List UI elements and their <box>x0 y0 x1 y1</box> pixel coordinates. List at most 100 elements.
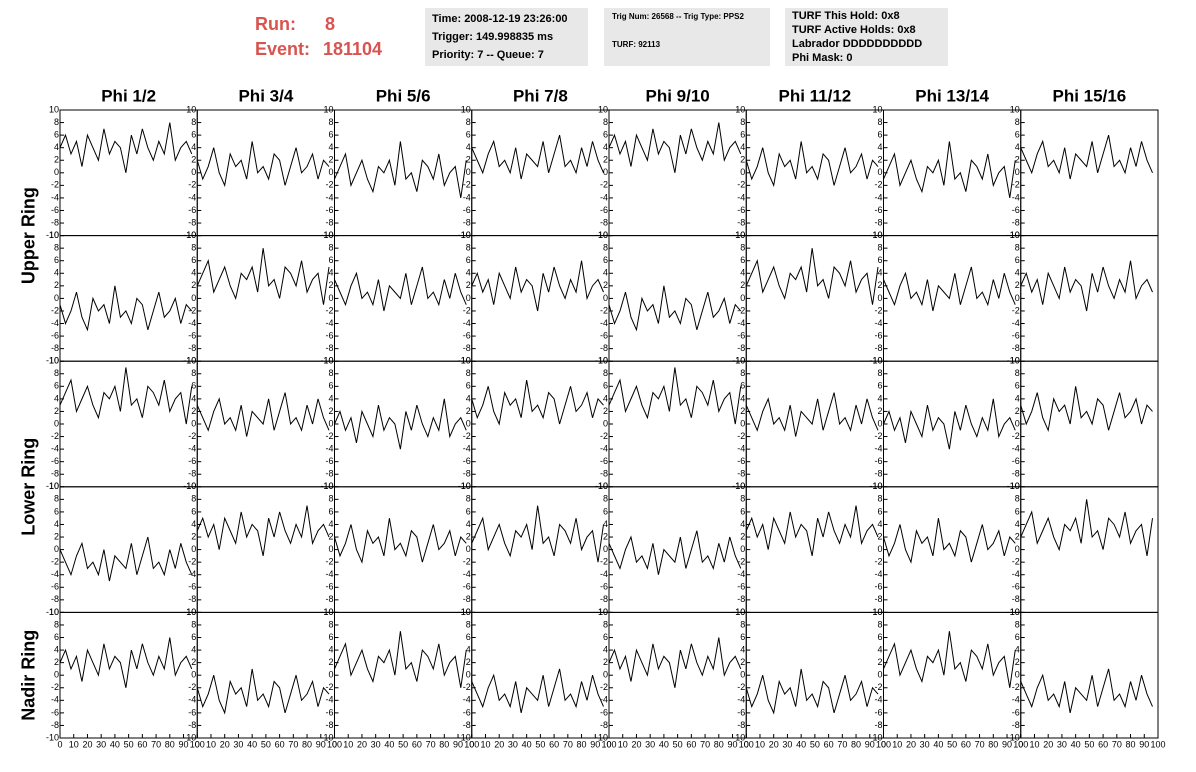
y-tick-label: 4 <box>54 519 59 529</box>
x-tick-label: 0 <box>1018 739 1023 749</box>
y-tick-label: -8 <box>51 343 59 353</box>
panel-frame <box>608 360 747 488</box>
y-tick-label: 8 <box>740 368 745 378</box>
y-tick-label: -4 <box>463 695 471 705</box>
y-tick-label: -10 <box>732 732 745 742</box>
x-tick-label: 0 <box>881 739 886 749</box>
y-tick-label: 10 <box>49 104 59 114</box>
y-tick-label: -8 <box>600 469 608 479</box>
y-tick-label: 6 <box>466 506 471 516</box>
y-tick-label: -2 <box>463 682 471 692</box>
x-tick-label: 60 <box>961 739 971 749</box>
x-tick-label: 40 <box>384 739 394 749</box>
y-tick-label: 2 <box>466 531 471 541</box>
y-tick-label: 8 <box>466 243 471 253</box>
y-tick-label: -6 <box>463 582 471 592</box>
x-tick-label: 100 <box>190 739 205 749</box>
y-tick-label: -2 <box>737 305 745 315</box>
y-tick-label: -4 <box>874 192 882 202</box>
y-tick-label: -4 <box>874 443 882 453</box>
info-line: Priority: 7 -- Queue: 7 <box>432 49 544 61</box>
y-tick-label: -6 <box>188 707 196 717</box>
y-tick-label: -4 <box>874 318 882 328</box>
y-tick-label: -4 <box>600 443 608 453</box>
y-tick-label: -8 <box>874 217 882 227</box>
y-tick-label: 10 <box>186 104 196 114</box>
y-tick-label: 4 <box>191 644 196 654</box>
y-tick-label: 4 <box>740 142 745 152</box>
y-tick-label: -10 <box>320 481 333 491</box>
y-tick-label: 8 <box>1015 368 1020 378</box>
y-tick-label: 8 <box>54 368 59 378</box>
y-tick-label: 2 <box>54 406 59 416</box>
y-tick-label: -6 <box>874 205 882 215</box>
panel-frame <box>883 611 1022 739</box>
y-tick-label: -2 <box>188 180 196 190</box>
waveform <box>196 668 330 715</box>
y-tick-label: -2 <box>737 180 745 190</box>
y-tick-label: 10 <box>872 230 882 240</box>
waveform <box>608 367 742 425</box>
y-tick-label: -10 <box>46 230 59 240</box>
column-title: Phi 11/12 <box>778 86 851 105</box>
y-tick-label: -2 <box>1012 305 1020 315</box>
y-tick-label: 4 <box>328 142 333 152</box>
panel-frame <box>334 109 473 237</box>
y-tick-label: 10 <box>323 481 333 491</box>
waveform <box>471 260 604 312</box>
y-tick-label: 0 <box>877 167 882 177</box>
waveform <box>471 668 604 713</box>
y-tick-label: 6 <box>740 129 745 139</box>
y-tick-label: 10 <box>186 607 196 617</box>
y-tick-label: 0 <box>603 670 608 680</box>
panel-frame <box>608 109 747 237</box>
y-tick-label: -10 <box>458 356 471 366</box>
y-tick-label: -2 <box>1012 431 1020 441</box>
y-tick-label: -2 <box>188 431 196 441</box>
y-tick-label: 10 <box>598 104 608 114</box>
y-tick-label: 2 <box>877 155 882 165</box>
waveform <box>883 631 1016 688</box>
column-title: Phi 13/14 <box>915 86 989 105</box>
y-tick-label: -8 <box>463 343 471 353</box>
y-tick-label: 6 <box>328 255 333 265</box>
y-tick-label: 6 <box>54 381 59 391</box>
y-tick-label: 6 <box>54 255 59 265</box>
y-tick-label: 0 <box>54 544 59 554</box>
y-tick-label: 8 <box>1015 494 1020 504</box>
y-tick-label: -8 <box>463 217 471 227</box>
x-tick-label: 40 <box>659 739 669 749</box>
y-tick-label: 10 <box>323 607 333 617</box>
y-tick-label: 6 <box>328 381 333 391</box>
y-tick-label: -4 <box>325 318 333 328</box>
y-tick-label: 8 <box>1015 243 1020 253</box>
y-tick-label: 0 <box>328 293 333 303</box>
info-box <box>425 8 588 66</box>
y-tick-label: -6 <box>1012 582 1020 592</box>
x-tick-label: 70 <box>426 739 436 749</box>
y-tick-label: 6 <box>1015 255 1020 265</box>
y-tick-label: 6 <box>603 129 608 139</box>
y-tick-label: -6 <box>51 582 59 592</box>
y-tick-label: 2 <box>191 406 196 416</box>
waveform <box>59 536 193 582</box>
waveform <box>883 141 1016 199</box>
y-tick-label: 10 <box>461 481 471 491</box>
info-box <box>604 8 770 66</box>
y-tick-label: 8 <box>877 494 882 504</box>
y-tick-label: 6 <box>740 381 745 391</box>
y-tick-label: -4 <box>51 443 59 453</box>
y-tick-label: -6 <box>874 456 882 466</box>
y-tick-label: -8 <box>600 720 608 730</box>
x-tick-label: 30 <box>920 739 930 749</box>
y-tick-label: 4 <box>740 644 745 654</box>
y-tick-label: 6 <box>191 381 196 391</box>
y-tick-label: -2 <box>874 180 882 190</box>
panel-frame <box>59 486 198 613</box>
x-tick-label: 60 <box>137 739 147 749</box>
y-tick-label: 4 <box>191 142 196 152</box>
x-tick-label: 0 <box>57 739 62 749</box>
y-tick-label: -10 <box>183 732 196 742</box>
y-tick-label: 8 <box>328 619 333 629</box>
y-tick-label: 2 <box>740 657 745 667</box>
